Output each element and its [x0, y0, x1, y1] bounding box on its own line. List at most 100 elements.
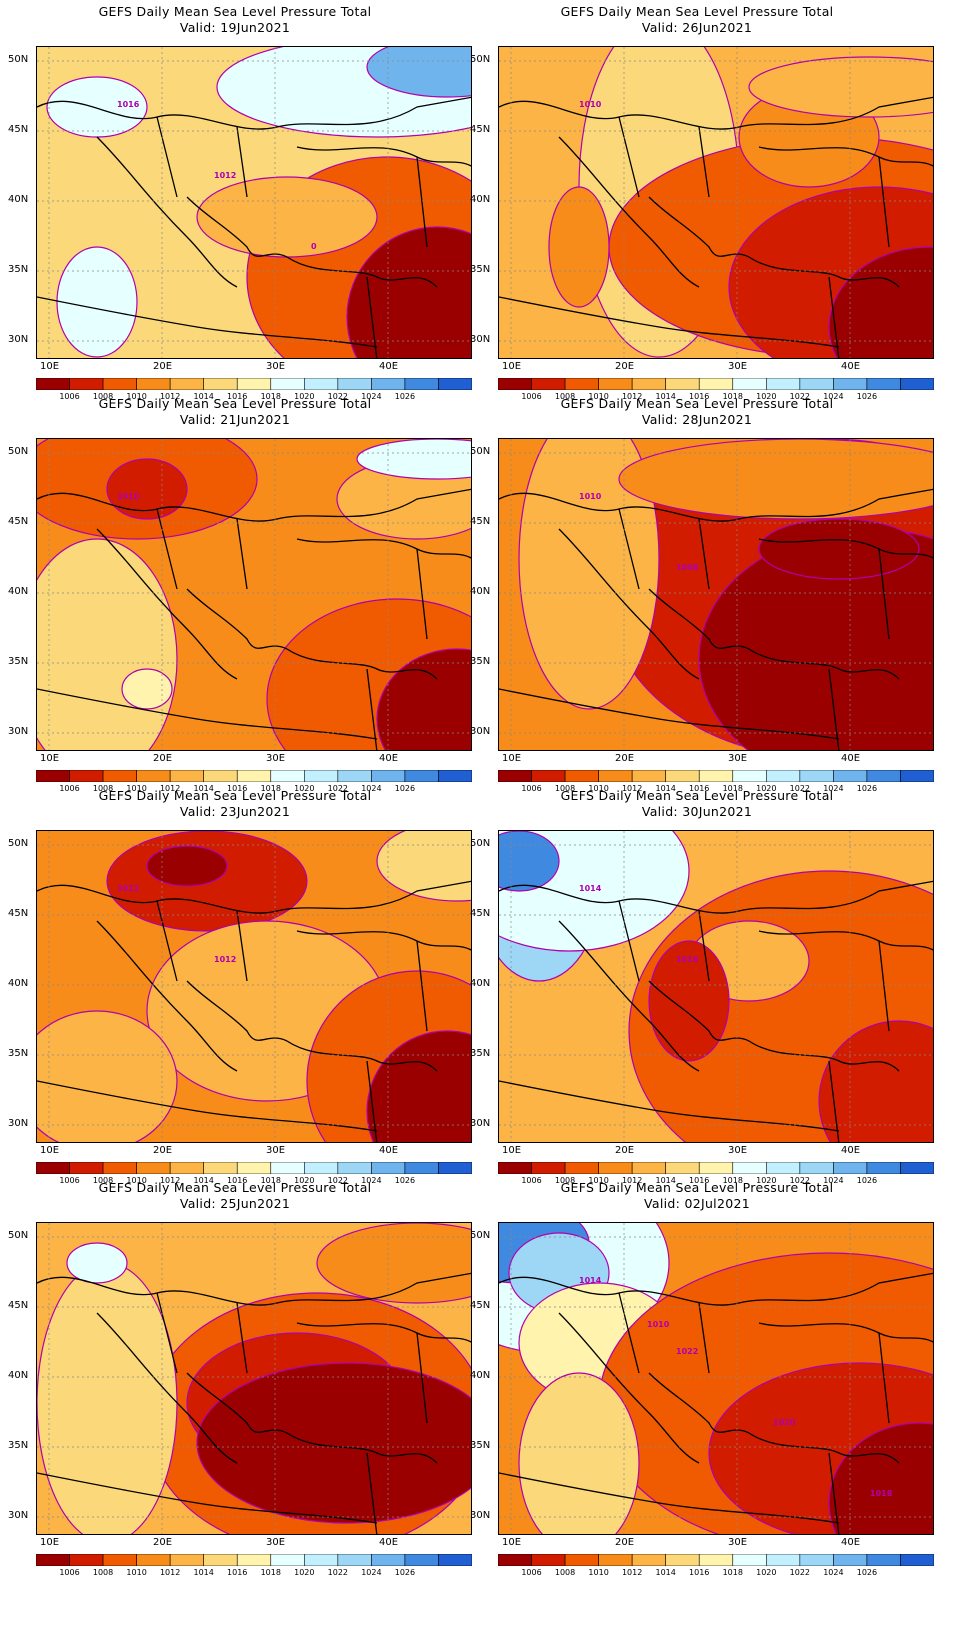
lon-tick-label: 40E	[379, 1145, 399, 1156]
colorbar-label: 1020	[756, 784, 777, 793]
coastline-border	[236, 1302, 248, 1374]
colorbar-label: 1020	[294, 1176, 315, 1185]
colorbar-label: 1012	[621, 1568, 643, 1577]
colorbar-swatch	[236, 1554, 272, 1566]
contour-label: 0	[311, 242, 317, 251]
colorbar-label: 1008	[554, 1176, 576, 1185]
colorbar-label: 1020	[294, 784, 315, 793]
lon-tick-label: 30E	[266, 361, 286, 372]
coastline-border	[37, 488, 471, 522]
contour-label: 1010	[647, 1320, 670, 1329]
coastline-border	[648, 1372, 750, 1434]
colorbar-label: 1026	[856, 1176, 878, 1185]
contour-label: 1018	[870, 1489, 893, 1498]
colorbar-label: 1014	[655, 392, 676, 401]
colorbar-swatch	[799, 770, 834, 782]
coastline-border	[296, 930, 471, 951]
coastline-border	[698, 518, 710, 590]
colorbar-swatch	[598, 1554, 633, 1566]
lon-tick-label: 40E	[841, 753, 861, 764]
pressure-contour-region	[499, 831, 560, 892]
pressure-contour-region	[618, 439, 933, 520]
colorbar	[498, 770, 934, 782]
panel-title: GEFS Daily Mean Sea Level Pressure Total	[98, 1180, 372, 1195]
colorbar-label: 1012	[621, 1176, 643, 1185]
colorbar-swatch	[665, 770, 700, 782]
colorbar-label: 1014	[193, 392, 214, 401]
colorbar-label: 1010	[126, 784, 147, 793]
contour-label: 1022	[676, 1347, 698, 1356]
colorbar-label: 1026	[394, 1176, 416, 1185]
contour-label: 1016	[676, 955, 699, 964]
colorbar-swatch	[833, 1162, 868, 1174]
pressure-contour-region	[518, 439, 660, 710]
colorbar-swatch	[833, 1554, 868, 1566]
contour-label: 1020	[773, 1418, 796, 1427]
coastline-border	[758, 538, 933, 559]
panel-valid-date: Valid: 23Jun2021	[179, 804, 291, 819]
colorbar-swatch	[337, 1162, 372, 1174]
coastline-border	[96, 920, 238, 1072]
colorbar-label: 1006	[59, 1568, 80, 1577]
map-panel: GEFS Daily Mean Sea Level Pressure Total…	[0, 392, 472, 797]
pressure-contour-region	[548, 186, 610, 308]
coastline-border	[828, 1060, 840, 1142]
colorbar-swatch	[833, 770, 868, 782]
colorbar-label: 1010	[126, 1568, 147, 1577]
panel-title: GEFS Daily Mean Sea Level Pressure Total	[98, 788, 372, 803]
coastline-border	[416, 548, 428, 640]
colorbar-label: 1018	[260, 784, 281, 793]
coastline-border	[648, 588, 750, 650]
lat-tick-label: 45N	[470, 516, 491, 527]
pressure-contour-region	[376, 648, 471, 750]
lon-tick-label: 40E	[841, 361, 861, 372]
colorbar-label: 1024	[361, 1176, 382, 1185]
contour-label: 1012	[214, 171, 236, 180]
colorbar-swatch	[900, 1162, 934, 1174]
colorbar-label: 1026	[394, 784, 416, 793]
lat-tick-label: 30N	[470, 334, 491, 345]
lat-tick-label: 30N	[8, 1118, 29, 1129]
colorbar-swatch	[371, 770, 406, 782]
colorbar-label: 1016	[227, 784, 248, 793]
colorbar-swatch	[404, 770, 439, 782]
colorbar-label: 1008	[92, 1176, 114, 1185]
coastline-border	[156, 900, 178, 982]
coastline-border	[878, 940, 890, 1032]
colorbar-swatch	[36, 770, 70, 782]
colorbar-label: 1006	[521, 1176, 542, 1185]
pressure-map: 1010	[498, 46, 934, 359]
panel-title: GEFS Daily Mean Sea Level Pressure Total	[560, 396, 834, 411]
coastline-border	[828, 1452, 840, 1534]
coastline-border	[156, 1292, 178, 1374]
colorbar-swatch	[732, 1162, 767, 1174]
lat-tick-label: 45N	[470, 908, 491, 919]
lat-tick-label: 35N	[8, 656, 29, 667]
colorbar-label: 1016	[227, 392, 248, 401]
lat-tick-label: 30N	[8, 334, 29, 345]
contour-label: 1014	[579, 1276, 602, 1285]
colorbar-swatch	[799, 1554, 834, 1566]
colorbar-swatch	[866, 770, 901, 782]
coastline-border	[286, 1040, 438, 1072]
colorbar-swatch	[304, 378, 339, 390]
panel-title: GEFS Daily Mean Sea Level Pressure Total	[560, 4, 834, 19]
pressure-contour-region	[366, 47, 471, 98]
lat-tick-label: 40N	[470, 586, 491, 597]
pressure-map: 1012 1012	[36, 830, 472, 1143]
colorbar-swatch	[531, 1554, 566, 1566]
pressure-map: 1014 1022 1020 1018 1010	[498, 1222, 934, 1535]
coastline-border	[286, 256, 438, 288]
coastline-border	[186, 980, 288, 1042]
map-panel: GEFS Daily Mean Sea Level Pressure Total…	[462, 392, 934, 797]
colorbar-label: 1008	[92, 1568, 114, 1577]
colorbar-swatch	[236, 770, 272, 782]
colorbar-swatch	[531, 770, 566, 782]
coastline-border	[648, 980, 750, 1042]
colorbar-swatch	[598, 378, 633, 390]
map-panel: GEFS Daily Mean Sea Level Pressure Total…	[462, 0, 934, 405]
coastline-border	[366, 668, 378, 750]
panel-valid-date: Valid: 19Jun2021	[179, 20, 291, 35]
coastline-border	[758, 930, 933, 951]
colorbar-label: 1016	[689, 784, 710, 793]
